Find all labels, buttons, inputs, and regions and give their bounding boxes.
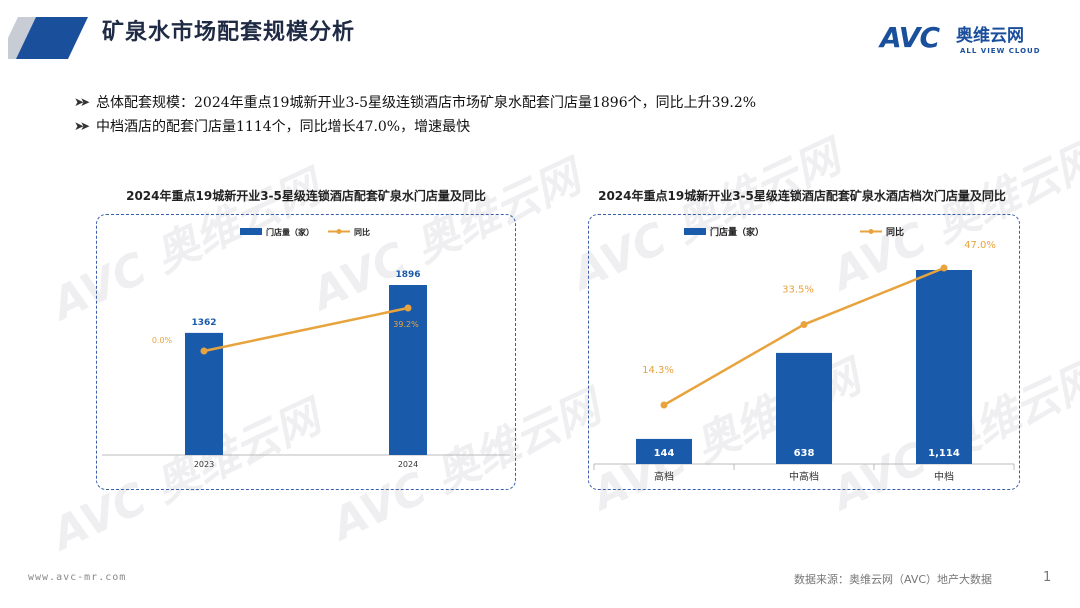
chart-grade: 门店量（家） 同比 144 高档 638 中高档 1,114 中档 14.3% 33.5% 47.0… — [593, 226, 1015, 483]
legend-line-label: 同比 — [354, 227, 370, 237]
legend-bar-label: 门店量（家） — [266, 227, 314, 237]
chart-yearly: 门店量（家） 同比 1362 2023 1896 2024 0.0% 39.2% — [102, 227, 510, 469]
double-arrow-icon: ➤➤ — [74, 95, 90, 109]
bar — [776, 352, 832, 464]
legend-bar-label: 门店量（家） — [710, 226, 764, 238]
page-title: 矿泉水市场配套规模分析 — [102, 20, 356, 45]
bullet-item: ➤➤ 中档酒店的配套门店量1114个，同比增长47.0%，增速最快 — [74, 114, 756, 138]
legend-line-label: 同比 — [886, 226, 904, 238]
line-point — [660, 401, 668, 409]
x-tick-label: 中档 — [934, 470, 954, 483]
legend-bar-swatch — [240, 228, 262, 235]
line-point — [404, 304, 412, 312]
chart-title-grade: 2024年重点19城新开业3-5星级连锁酒店配套矿泉水酒店档次门店量及同比 — [598, 189, 1006, 203]
line-value-label: 0.0% — [152, 336, 173, 345]
logo-cn-name: 奥维云网 — [956, 26, 1024, 46]
bar-value-label: 638 — [794, 448, 815, 459]
x-tick-label: 中高档 — [789, 470, 819, 483]
footer-url: www.avc-mr.com — [28, 572, 127, 583]
avc-logo: AVC 奥维云网 ALL VIEW CLOUD — [880, 22, 1050, 62]
bar-value-label: 1,114 — [928, 448, 960, 459]
bullet-text: 中档酒店的配套门店量1114个，同比增长47.0%，增速最快 — [96, 119, 471, 135]
bar-value-label: 144 — [654, 448, 675, 459]
summary-bullets: ➤➤ 总体配套规模：2024年重点19城新开业3-5星级连锁酒店市场矿泉水配套门… — [74, 90, 756, 138]
line-value-label: 39.2% — [393, 320, 419, 329]
logo-en-name: ALL VIEW CLOUD — [960, 47, 1041, 55]
bar-value-label: 1896 — [395, 270, 420, 280]
page-number: 1 — [1043, 570, 1052, 585]
line-point — [800, 321, 808, 329]
logo-avc-text: AVC — [880, 21, 940, 54]
bar-value-label: 1362 — [191, 318, 216, 328]
chart-title-yearly: 2024年重点19城新开业3-5星级连锁酒店配套矿泉水门店量及同比 — [126, 189, 486, 203]
legend-line-marker — [336, 229, 342, 234]
series-line — [203, 306, 409, 353]
bar — [389, 285, 427, 455]
x-tick-label: 高档 — [654, 470, 674, 483]
line-value-label: 14.3% — [642, 365, 674, 376]
line-value-label: 47.0% — [964, 240, 996, 251]
double-arrow-icon: ➤➤ — [74, 119, 90, 133]
bullet-item: ➤➤ 总体配套规模：2024年重点19城新开业3-5星级连锁酒店市场矿泉水配套门… — [74, 90, 756, 114]
bar — [636, 438, 692, 464]
legend-bar-swatch — [684, 228, 706, 235]
footer-source: 数据来源：奥维云网（AVC）地产大数据 — [794, 573, 993, 586]
chart-box-yearly — [96, 214, 516, 490]
line-value-label: 33.5% — [782, 285, 814, 296]
x-tick-label: 2023 — [194, 460, 214, 469]
x-tick-label: 2024 — [398, 460, 418, 469]
line-point — [200, 347, 208, 355]
bar — [916, 270, 972, 464]
chart-box-grade — [588, 214, 1020, 490]
header-decoration — [8, 17, 88, 59]
legend-line-marker — [868, 229, 874, 234]
line-point — [940, 264, 948, 272]
bullet-text: 总体配套规模：2024年重点19城新开业3-5星级连锁酒店市场矿泉水配套门店量1… — [96, 95, 757, 111]
